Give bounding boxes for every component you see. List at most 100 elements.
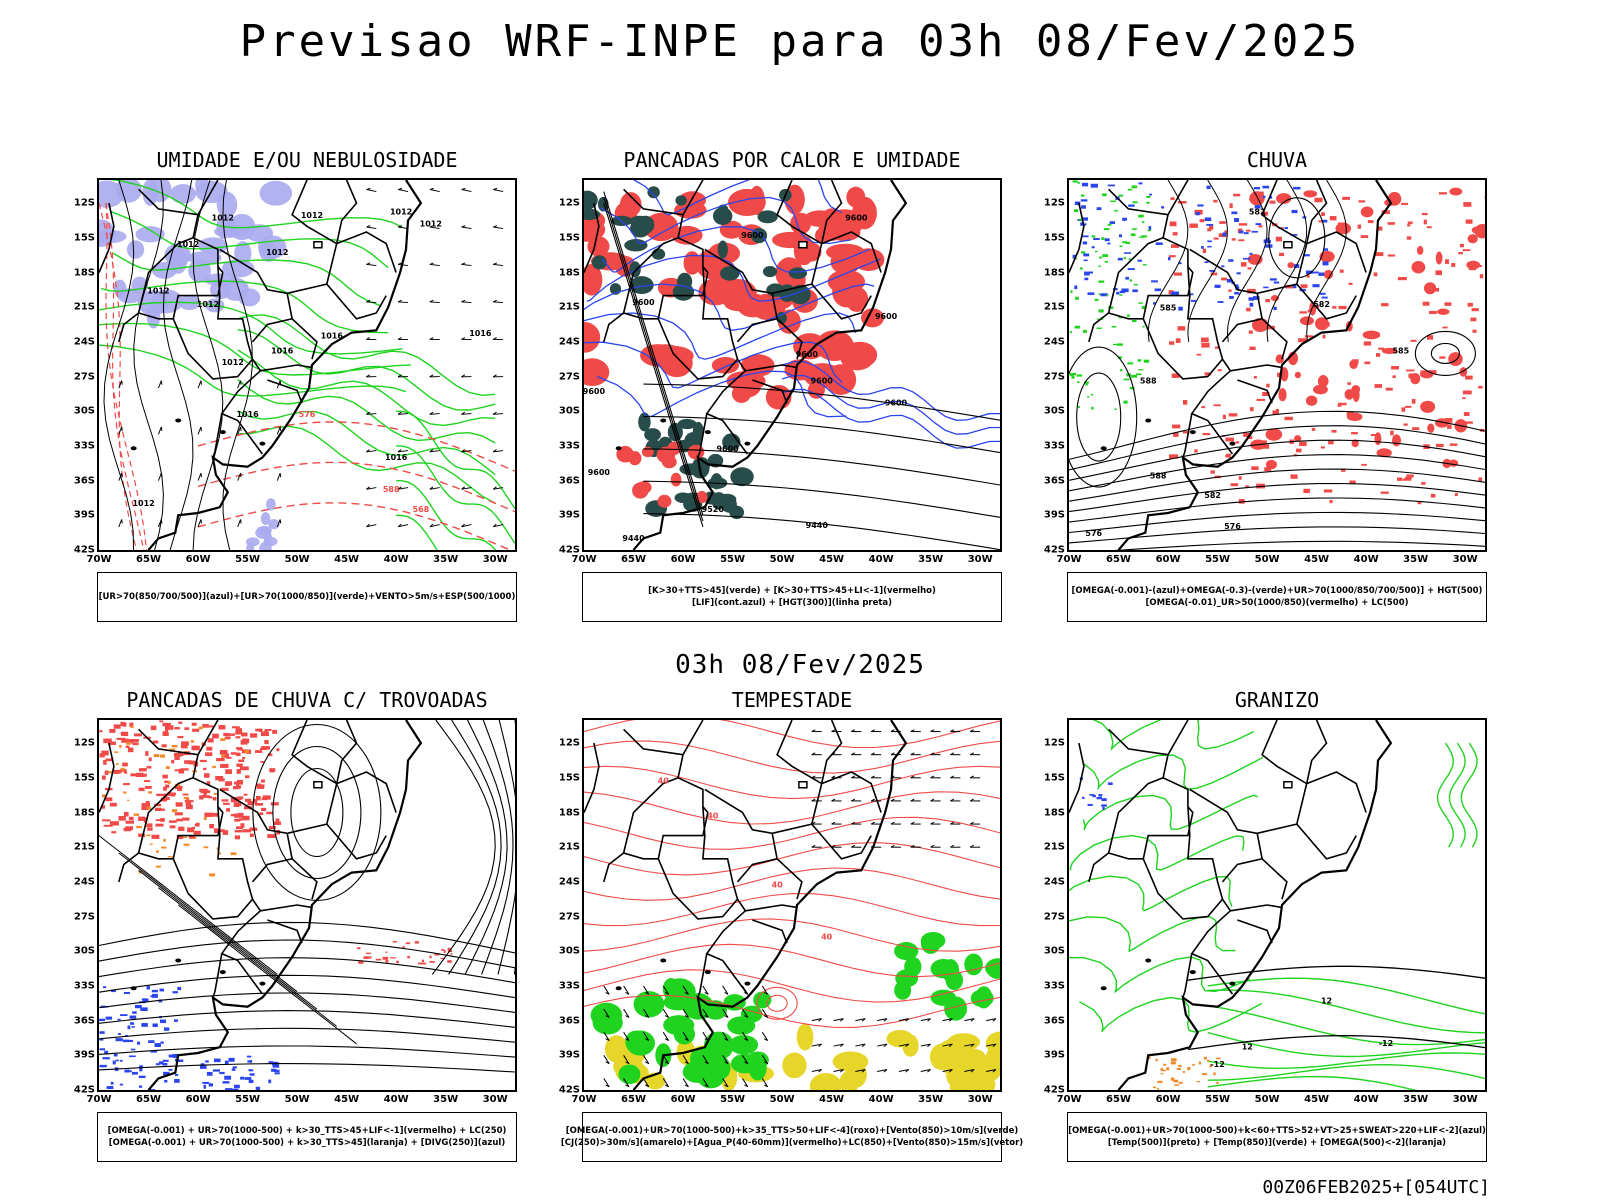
longitude-tick-label: 50W (769, 1094, 795, 1105)
latitude-tick-label: 15S (558, 772, 580, 784)
longitude-tick-label: 50W (769, 554, 795, 565)
latitude-tick-label: 27S (73, 371, 95, 383)
longitude-tick-label: 30W (967, 1094, 993, 1105)
forecast-field-layer (584, 180, 1000, 550)
contour-label: -12 (1379, 1039, 1393, 1048)
latitude-tick-label: 33S (1043, 980, 1065, 992)
panel-title: PANCADAS DE CHUVA C/ TROVOADAS (126, 688, 488, 712)
panel-title: PANCADAS POR CALOR E UMIDADE (623, 148, 961, 172)
main-title: Previsao WRF-INPE para 03h 08/Fev/2025 (239, 16, 1361, 67)
latitude-tick-label: 36S (558, 1015, 580, 1027)
longitude-tick-label: 35W (918, 1094, 944, 1105)
latitude-tick-label: 36S (558, 475, 580, 487)
forecast-field-layer (1069, 720, 1485, 1090)
latitude-tick-label: 27S (558, 371, 580, 383)
legend-text: [OMEGA(-0.001) + UR>70(1000-500) + k>30_… (108, 1138, 506, 1148)
contour-label: 40 (707, 811, 719, 820)
contour-label: 582 (1313, 300, 1330, 309)
legend-text: [LIF](cont.azul) + [HGT(300)](linha pret… (691, 598, 893, 608)
contour-labels: 1012 1012 1012 1012 1012 1012 1012 1016 1016 1016… (132, 208, 491, 514)
longitude-tick-label: 65W (136, 554, 161, 565)
latitude-tick-label: 42S (558, 544, 580, 556)
longitude-tick-label: 60W (1155, 1094, 1181, 1105)
latitude-tick-label: 12S (1043, 197, 1065, 209)
latitude-tick-label: 42S (73, 1084, 95, 1096)
longitude-tick-label: 30W (482, 554, 508, 565)
latitude-tick-label: 24S (558, 336, 580, 348)
longitude-axis: 70W 65W 60W 55W 50W 45W 40W 35W 30W (572, 1094, 1002, 1108)
longitude-axis: 70W 65W 60W 55W 50W 45W 40W 35W 30W (1057, 554, 1487, 568)
longitude-tick-label: 35W (1403, 1094, 1429, 1105)
legend-box: [OMEGA(-0.001) + UR>70(1000-500) + k>30_… (97, 1112, 517, 1162)
longitude-tick-label: 35W (433, 1094, 459, 1105)
forecast-map (99, 720, 515, 1090)
contour-label: 1012 (177, 240, 199, 249)
longitude-tick-label: 65W (1106, 1094, 1131, 1105)
latitude-tick-label: 33S (558, 980, 580, 992)
latitude-axis: 12S 15S 18S 21S 24S 27S 30S 33S 36S 39S 42S (544, 178, 580, 556)
contour-labels: 9600 9600 9600 9600 9600 9600 9600 9600 9600 9600… (584, 213, 908, 542)
latitude-tick-label: 12S (73, 197, 95, 209)
latitude-tick-label: 24S (1043, 336, 1065, 348)
latitude-tick-label: 36S (73, 1015, 95, 1027)
latitude-tick-label: 39S (73, 1049, 95, 1061)
longitude-tick-label: 50W (1254, 1094, 1280, 1105)
contour-label: 9600 (716, 445, 739, 454)
latitude-tick-label: 24S (1043, 876, 1065, 888)
contour-label: 585 (1392, 346, 1409, 355)
contour-label: 576 (1224, 522, 1241, 531)
longitude-tick-label: 55W (235, 1094, 261, 1105)
forecast-map: -12 -12 12 12 (1069, 720, 1485, 1090)
geography-layer (99, 720, 423, 1090)
contour-label: 1012 (212, 213, 234, 222)
contour-label: 588 (1140, 377, 1157, 386)
contour-label: 1012 (390, 208, 412, 217)
legend-text: [OMEGA(-0.01)_UR>50(1000/850)(vermelho) … (1145, 598, 1409, 608)
latitude-tick-label: 15S (558, 232, 580, 244)
longitude-tick-label: 30W (1452, 554, 1478, 565)
legend-box: [OMEGA(-0.001)-(azul)+OMEGA(-0.3)-(verde… (1067, 572, 1487, 622)
latitude-tick-label: 30S (1043, 405, 1065, 417)
longitude-tick-label: 70W (571, 1094, 597, 1105)
contour-label: 9600 (796, 350, 819, 359)
contour-label: 9600 (741, 231, 764, 240)
contour-label: 9440 (806, 521, 829, 530)
legend-text: [OMEGA(-0.001)-(azul)+OMEGA(-0.3)-(verde… (1071, 586, 1483, 596)
longitude-tick-label: 45W (334, 1094, 360, 1105)
contour-label: 576 (1085, 529, 1102, 538)
panel-title: CHUVA (1246, 148, 1308, 172)
longitude-tick-label: 30W (482, 1094, 508, 1105)
latitude-tick-label: 15S (73, 232, 95, 244)
latitude-axis: 12S 15S 18S 21S 24S 27S 30S 33S 36S 39S 42S (1029, 178, 1065, 556)
map-frame: 582 582 585 585 588 588 582 576 576 (1067, 178, 1487, 552)
forecast-field-layer (584, 720, 1000, 1090)
latitude-tick-label: 18S (558, 807, 580, 818)
latitude-tick-label: 42S (73, 544, 95, 556)
latitude-tick-label: 36S (1043, 1015, 1065, 1027)
latitude-tick-label: 27S (558, 911, 580, 923)
contour-label: 576 (299, 410, 316, 419)
contour-label: 9600 (845, 213, 868, 222)
latitude-tick-label: 36S (73, 475, 95, 487)
latitude-axis: 12S 15S 18S 21S 24S 27S 30S 33S 36S 39S 42S (59, 178, 95, 556)
panel-title: TEMPESTADE (731, 688, 853, 712)
longitude-axis: 70W 65W 60W 55W 50W 45W 40W 35W 30W (572, 554, 1002, 568)
latitude-tick-label: 30S (73, 405, 95, 417)
contour-label: 1016 (271, 346, 294, 355)
legend-box: [OMEGA(-0.001)+UR>70(1000-500)+k>35_TTS>… (561, 1112, 1023, 1162)
panel-chuva: CHUVA 12S 15S 18S 21S 24S 27S 30S 33S 36S 39S 42S 58… (1044, 148, 1487, 624)
latitude-tick-label: 33S (558, 440, 580, 452)
longitude-tick-label: 70W (1056, 554, 1082, 565)
forecast-field-layer (99, 720, 515, 1090)
geography-layer (1069, 720, 1393, 1090)
map-frame: 40 40 40 40 (582, 718, 1002, 1092)
forecast-map: 40 40 40 40 (584, 720, 1000, 1090)
latitude-tick-label: 21S (1043, 301, 1065, 313)
forecast-field-layer (1069, 180, 1485, 550)
latitude-tick-label: 18S (73, 807, 95, 818)
legend-text: [OMEGA(-0.001)+UR>70(1000-500)+k<60+TTS>… (1068, 1126, 1486, 1136)
longitude-tick-label: 40W (1353, 1094, 1379, 1105)
latitude-tick-label: 39S (1043, 509, 1065, 521)
contour-label: 12 (1321, 996, 1332, 1005)
contour-label: 9440 (622, 534, 645, 543)
